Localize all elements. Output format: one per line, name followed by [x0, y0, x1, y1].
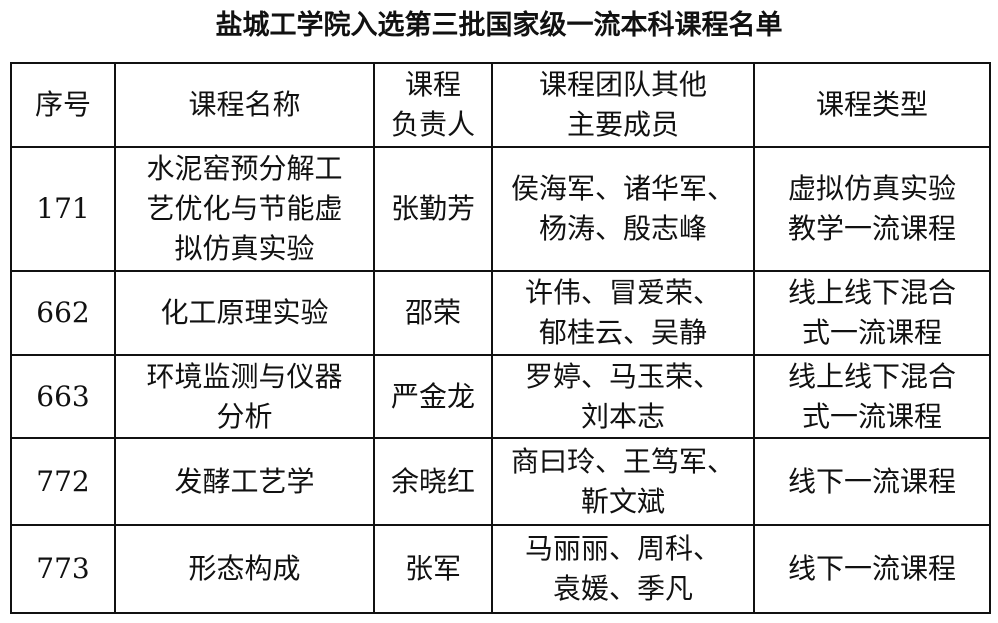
- cell-line: 课程类型: [815, 88, 928, 121]
- cell-line: 772: [36, 464, 90, 498]
- cell-type: 线下一流课程: [753, 437, 991, 526]
- cell-line: 商曰玲、王笃军、: [510, 444, 735, 478]
- cell-line: 袁媛、季凡: [552, 572, 693, 605]
- cell-line: 负责人: [390, 108, 475, 141]
- cell-line: 罗婷、马玉荣、: [524, 359, 721, 393]
- header-index: 序号: [10, 62, 116, 148]
- cell-line: 主要成员: [566, 108, 679, 141]
- cell-line: 662: [36, 296, 90, 329]
- cell-line: 许伟、冒爱荣、: [524, 276, 721, 309]
- cell-line: 邵荣: [404, 296, 461, 329]
- cell-members: 侯海军、诸华军、 杨涛、殷志峰: [491, 146, 755, 272]
- cell-line: 杨涛、殷志峰: [538, 212, 707, 245]
- cell-line: 线上线下混合: [787, 276, 956, 309]
- cell-line: 线上线下混合: [787, 359, 956, 393]
- cell-line: 线下一流课程: [787, 552, 956, 585]
- cell-type: 线上线下混合 式一流课程: [753, 354, 991, 439]
- cell-line: 余晓红: [390, 464, 475, 498]
- cell-line: 171: [36, 192, 90, 225]
- cell-line: 化工原理实验: [160, 296, 329, 329]
- cell-members: 马丽丽、周科、 袁媛、季凡: [491, 524, 755, 614]
- header-course-name: 课程名称: [114, 62, 375, 148]
- table-row: 662 化工原理实验 邵荣 许伟、冒爱荣、 郁桂云、吴静 线上线下混合 式一流课程: [10, 270, 991, 356]
- cell-line: 课程团队其他: [538, 68, 707, 101]
- cell-members: 许伟、冒爱荣、 郁桂云、吴静: [491, 270, 755, 356]
- cell-course-name: 水泥窑预分解工 艺优化与节能虚 拟仿真实验: [114, 146, 375, 272]
- cell-index: 773: [10, 524, 116, 614]
- table-row: 773 形态构成 张军 马丽丽、周科、 袁媛、季凡 线下一流课程: [10, 524, 991, 614]
- cell-line: 严金龙: [390, 379, 475, 413]
- table-row: 171 水泥窑预分解工 艺优化与节能虚 拟仿真实验 张勤芳 侯海军、诸华军、 杨涛、殷志峰虚…: [10, 146, 991, 272]
- cell-line: 式一流课程: [801, 399, 942, 433]
- header-type: 课程类型: [753, 62, 991, 148]
- cell-line: 发酵工艺学: [174, 464, 315, 498]
- cell-lead: 张军: [373, 524, 493, 614]
- table-row: 663 环境监测与仪器 分析 严金龙 罗婷、马玉荣、 刘本志 线上线下混合 式一流课程: [10, 354, 991, 439]
- cell-line: 式一流课程: [801, 316, 942, 349]
- cell-course-name: 环境监测与仪器 分析: [114, 354, 375, 439]
- cell-line: 张勤芳: [390, 192, 475, 225]
- cell-line: 形态构成: [188, 552, 301, 585]
- cell-line: 663: [36, 379, 90, 413]
- cell-index: 772: [10, 437, 116, 526]
- cell-line: 课程: [404, 68, 461, 101]
- cell-line: 773: [36, 552, 90, 585]
- cell-course-name: 形态构成: [114, 524, 375, 614]
- cell-type: 线下一流课程: [753, 524, 991, 614]
- cell-line: 环境监测与仪器: [146, 359, 343, 393]
- cell-lead: 张勤芳: [373, 146, 493, 272]
- cell-line: 拟仿真实验: [174, 232, 315, 265]
- cell-line: 水泥窑预分解工: [146, 152, 343, 185]
- cell-index: 663: [10, 354, 116, 439]
- cell-line: 艺优化与节能虚: [146, 192, 343, 225]
- cell-index: 171: [10, 146, 116, 272]
- header-members: 课程团队其他 主要成员: [491, 62, 755, 148]
- cell-line: 教学一流课程: [787, 212, 956, 245]
- cell-course-name: 化工原理实验: [114, 270, 375, 356]
- cell-line: 郁桂云、吴静: [538, 316, 707, 349]
- cell-line: 序号: [34, 88, 91, 121]
- document-title: 盐城工学院入选第三批国家级一流本科课程名单: [215, 10, 783, 41]
- cell-lead: 严金龙: [373, 354, 493, 439]
- cell-course-name: 发酵工艺学: [114, 437, 375, 526]
- table-row: 772 发酵工艺学 余晓红 商曰玲、王笃军、 靳文斌 线下一流课程: [10, 437, 991, 526]
- course-table: 序号 课程名称 课程 负责人 课程团队其他 主要成员 课程类型 171 水泥窑预分解工 艺优化与节…: [10, 62, 991, 614]
- cell-type: 线上线下混合 式一流课程: [753, 270, 991, 356]
- cell-line: 刘本志: [580, 399, 665, 433]
- cell-line: 课程名称: [188, 88, 301, 121]
- cell-members: 商曰玲、王笃军、 靳文斌: [491, 437, 755, 526]
- cell-index: 662: [10, 270, 116, 356]
- cell-line: 张军: [404, 552, 461, 585]
- cell-members: 罗婷、马玉荣、 刘本志: [491, 354, 755, 439]
- cell-line: 分析: [216, 399, 273, 433]
- cell-lead: 余晓红: [373, 437, 493, 526]
- cell-line: 侯海军、诸华军、: [510, 172, 735, 205]
- header-lead: 课程 负责人: [373, 62, 493, 148]
- cell-line: 靳文斌: [580, 484, 665, 518]
- cell-line: 虚拟仿真实验: [787, 172, 956, 205]
- cell-lead: 邵荣: [373, 270, 493, 356]
- cell-line: 马丽丽、周科、: [524, 532, 721, 565]
- header-row: 序号 课程名称 课程 负责人 课程团队其他 主要成员 课程类型: [10, 62, 991, 148]
- cell-line: 线下一流课程: [787, 464, 956, 498]
- cell-type: 虚拟仿真实验 教学一流课程: [753, 146, 991, 272]
